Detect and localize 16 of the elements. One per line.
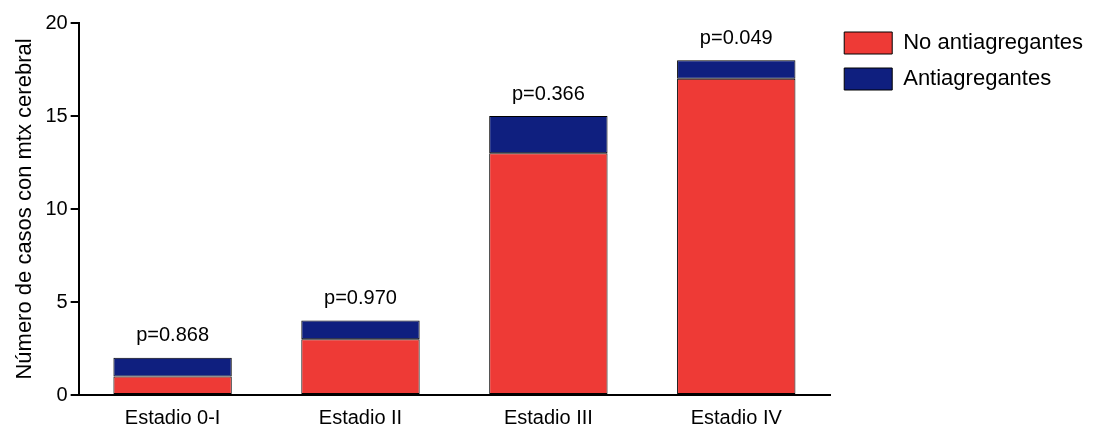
y-tick-label: 5 — [56, 289, 68, 312]
y-tick-label: 20 — [45, 10, 68, 33]
x-tick-label: Estadio 0-I — [124, 405, 221, 428]
x-tick-label: Estadio III — [503, 405, 593, 428]
annotation: p=0.366 — [511, 81, 585, 104]
y-axis-title: Número de casos con mtx cerebral — [11, 38, 37, 380]
annotation: p=0.970 — [324, 286, 397, 309]
legend-label: Antiagregantes — [903, 65, 1052, 91]
annotation: p=0.049 — [699, 25, 773, 48]
x-tick-label: Estadio II — [318, 405, 403, 428]
legend-label: No antiagregantes — [903, 29, 1083, 55]
y-tick-label: 15 — [45, 103, 68, 126]
y-tick-label: 0 — [56, 382, 68, 405]
y-tick-label: 10 — [45, 196, 68, 219]
x-tick-label: Estadio IV — [690, 405, 783, 428]
annotation: p=0.868 — [136, 323, 210, 346]
